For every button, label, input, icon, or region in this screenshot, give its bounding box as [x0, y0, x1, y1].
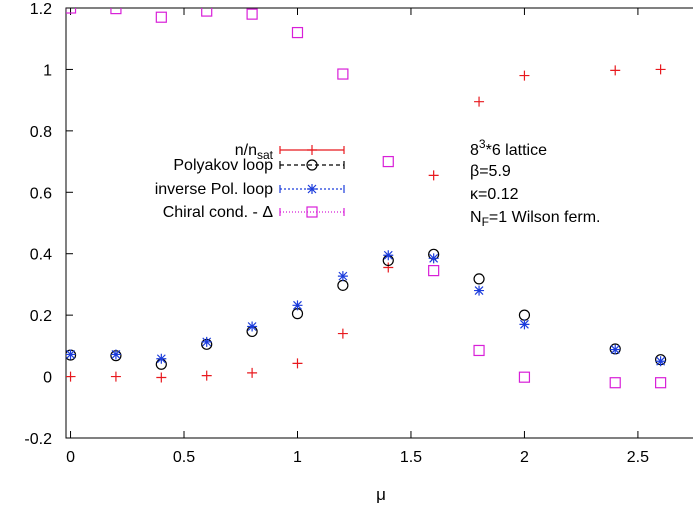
data-point	[156, 372, 167, 383]
x-tick-label: 1.5	[400, 449, 422, 466]
data-point	[337, 68, 349, 80]
data-point	[201, 336, 212, 347]
y-tick-label: 0.6	[30, 185, 52, 202]
data-point	[428, 170, 439, 181]
data-point	[291, 26, 304, 39]
x-tick-label: 2	[520, 449, 529, 466]
series-0	[66, 64, 666, 383]
y-tick-label: 0.8	[30, 124, 52, 141]
data-point	[66, 8, 77, 14]
legend-sample-errorbar	[279, 146, 345, 154]
data-point	[474, 96, 485, 107]
y-tick-label: 0.2	[30, 308, 52, 325]
data-point	[382, 155, 394, 168]
y-tick-label: -0.2	[24, 431, 52, 448]
data-point	[156, 353, 167, 364]
data-point	[292, 300, 303, 311]
x-tick-label: 2.5	[627, 449, 649, 466]
legend-label-nsat-main: n/n	[235, 142, 257, 159]
data-point	[518, 309, 531, 321]
legend-label-chiral: Chiral cond. - Δ	[163, 204, 274, 221]
legend-label-polyakov: Polyakov loop	[173, 157, 273, 174]
data-point	[473, 344, 485, 357]
legend-sample-errorbar	[279, 185, 345, 193]
legend-sample-marker	[307, 184, 317, 194]
data-point	[110, 371, 121, 382]
annotation-lattice-base: 8	[470, 142, 479, 159]
data-point	[610, 65, 621, 76]
series-1	[66, 248, 667, 370]
x-axis-label: μ	[376, 485, 386, 504]
data-point	[519, 319, 530, 330]
series-2	[66, 250, 666, 367]
annotation-lattice-sup: 3	[479, 137, 486, 151]
annotation-nf-rest: =1 Wilson ferm.	[489, 209, 601, 226]
data-point	[66, 371, 76, 382]
annotation-lattice-rest: *6 lattice	[486, 142, 547, 159]
data-point	[337, 279, 349, 291]
legend-sample-errorbar	[279, 161, 345, 169]
annotation-lattice: 83*6 lattice	[470, 137, 547, 159]
legend-sample-marker	[306, 159, 318, 171]
data-point	[247, 367, 258, 378]
annotation-nf: NF=1 Wilson ferm.	[470, 209, 601, 229]
legend-sample-errorbar	[279, 208, 345, 216]
y-tick-label: 1.2	[30, 1, 52, 18]
data-point	[473, 273, 485, 285]
legend-samples	[279, 145, 345, 218]
legend-label-nsat: n/nsat	[235, 142, 274, 162]
data-point	[383, 250, 394, 261]
annotation-beta: β=5.9	[470, 163, 511, 180]
data-point	[383, 262, 394, 273]
data-point	[474, 285, 485, 296]
data-point	[610, 344, 621, 355]
legend-sample-marker	[307, 145, 317, 155]
legend-label-nsat-sub: sat	[257, 148, 274, 162]
data-point	[110, 8, 122, 15]
x-tick-label: 0	[66, 449, 75, 466]
legend: n/nsat Polyakov loop inverse Pol. loop C…	[155, 142, 345, 221]
plot-frame	[65, 7, 693, 439]
data-point	[518, 371, 531, 383]
data-point	[110, 349, 121, 360]
data-point	[519, 70, 530, 81]
legend-label-inverse-pol: inverse Pol. loop	[155, 181, 273, 198]
data-point	[428, 265, 440, 277]
y-tick-label: 0	[43, 370, 52, 387]
data-point	[655, 64, 666, 75]
annotation-nf-main: N	[470, 209, 482, 226]
data-marks	[66, 8, 667, 389]
x-tick-label: 0.5	[173, 449, 195, 466]
series-3	[66, 8, 667, 389]
data-point	[337, 271, 348, 282]
legend-sample-marker	[306, 206, 318, 218]
data-point	[337, 328, 348, 339]
y-tick-label: 0.4	[30, 247, 52, 264]
data-point	[201, 370, 212, 381]
data-point	[292, 358, 303, 369]
data-point	[246, 8, 258, 20]
parameter-annotation: 83*6 lattice β=5.9 κ=0.12 NF=1 Wilson fe…	[470, 137, 601, 229]
data-point	[655, 356, 666, 367]
axes: 0 0.5 1 1.5 2 2.5 -0.2 0 0.2 0.4 0.6 0.8 1 1.2	[24, 1, 649, 466]
data-point	[655, 377, 667, 389]
annotation-nf-sub: F	[482, 215, 489, 229]
data-point	[66, 349, 76, 360]
annotation-kappa: κ=0.12	[470, 186, 519, 203]
data-point	[201, 8, 213, 17]
data-point	[247, 321, 258, 332]
x-tick-label: 1	[293, 449, 302, 466]
data-point	[155, 11, 167, 23]
data-point	[428, 253, 439, 264]
data-point	[609, 377, 621, 389]
y-tick-label: 1	[43, 62, 52, 79]
